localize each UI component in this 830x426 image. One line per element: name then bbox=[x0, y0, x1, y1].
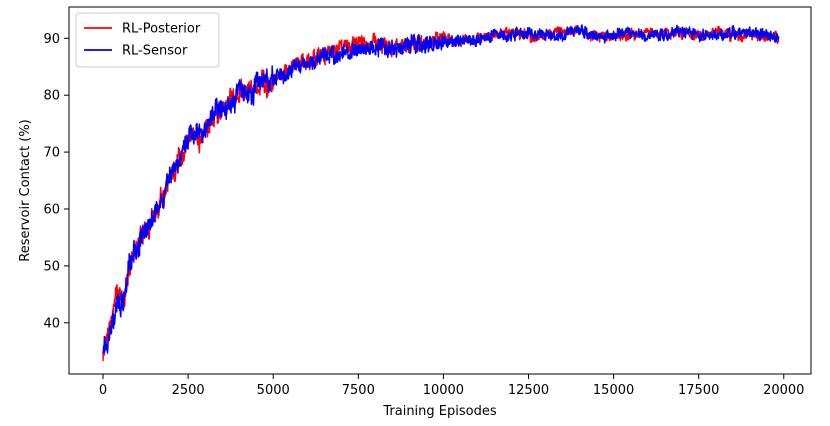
y-tick-label: 90 bbox=[43, 32, 60, 47]
x-tick-label: 15000 bbox=[593, 383, 634, 398]
legend: RL-Posterior RL-Sensor bbox=[75, 12, 220, 68]
legend-box bbox=[75, 12, 220, 68]
y-tick-label: 60 bbox=[43, 202, 60, 217]
series-line-rl-sensor bbox=[102, 24, 780, 354]
x-tick-label: 10000 bbox=[423, 383, 464, 398]
y-tick-label: 40 bbox=[43, 316, 60, 331]
x-axis: 0 2500 5000 7500 10000 12500 15000 17500 20000 bbox=[99, 374, 804, 398]
y-tick-label: 50 bbox=[43, 259, 60, 274]
legend-label: RL-Posterior bbox=[122, 22, 201, 37]
legend-label: RL-Sensor bbox=[122, 44, 188, 59]
y-tick-label: 80 bbox=[43, 89, 60, 104]
y-axis-title: Reservoir Contact (%) bbox=[18, 119, 33, 262]
x-tick-label: 20000 bbox=[763, 383, 804, 398]
x-tick-label: 5000 bbox=[257, 383, 290, 398]
x-tick-label: 0 bbox=[99, 383, 107, 398]
plot-frame bbox=[68, 6, 812, 375]
x-tick-label: 12500 bbox=[508, 383, 549, 398]
x-tick-label: 7500 bbox=[342, 383, 375, 398]
y-tick-label: 70 bbox=[43, 146, 60, 161]
x-axis-title: Training Episodes bbox=[382, 404, 496, 419]
x-tick-label: 17500 bbox=[678, 383, 719, 398]
series-layer bbox=[102, 24, 780, 362]
y-axis: 40 50 60 70 80 90 bbox=[43, 32, 69, 331]
x-tick-label: 2500 bbox=[172, 383, 205, 398]
